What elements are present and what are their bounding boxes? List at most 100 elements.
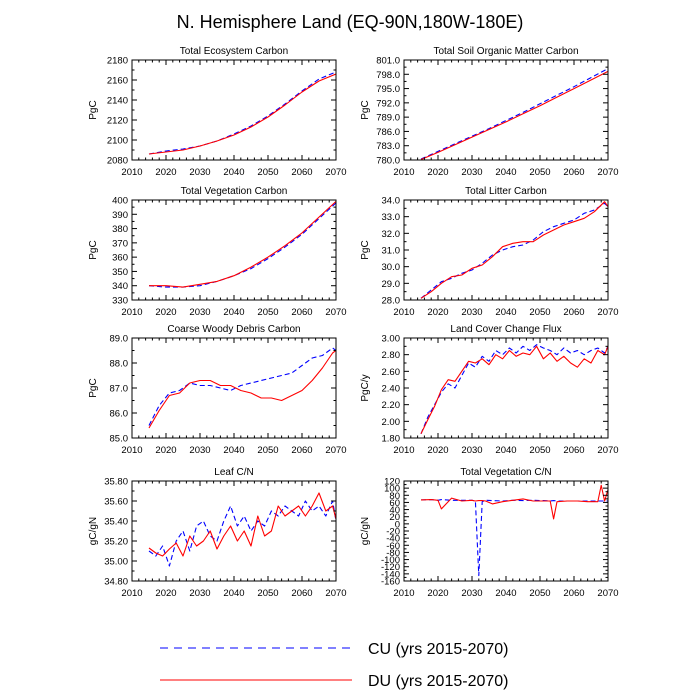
panel-title: Total Ecosystem Carbon [180,46,288,57]
x-tick-label: 2020 [427,588,448,599]
series-group [148,492,336,567]
x-tick-label: 2020 [155,588,176,599]
y-tick-label: 28.0 [382,296,401,307]
x-tick-label: 2070 [597,445,618,456]
y-tick-label: 100 [384,484,400,495]
y-tick-label: 400 [112,196,128,207]
y-tick-label: 380 [112,224,128,235]
x-tick-label: 2050 [257,588,278,599]
panel-title: Leaf C/N [214,467,253,478]
panel-total-soil-organic-matter-carbon: Total Soil Organic Matter Carbon 2010 2020… [360,46,619,178]
y-tick-label: 33.0 [382,212,401,223]
y-tick-label: 35.60 [104,497,128,508]
y-tick-label: 370 [112,238,128,249]
y-tick-label: 2.40 [382,384,401,395]
legend: CU (yrs 2015-2070) DU (yrs 2015-2070) [160,641,509,690]
y-tick-label: 35.00 [104,557,128,568]
plot-frame [403,199,609,301]
y-tick-label: 60 [389,498,400,509]
y-tick-label: 29.0 [382,279,401,290]
y-tick-label: 2.00 [382,417,401,428]
panel-title: Total Litter Carbon [465,186,547,197]
x-tick-label: 2070 [597,307,618,318]
x-tick-label: 2010 [393,445,414,456]
y-tick-label: 20 [389,512,400,523]
x-tick-label: 2060 [563,445,584,456]
y-tick-label: -160 [381,577,400,588]
y-tick-label: 85.0 [110,434,129,445]
x-tick-label: 2010 [121,445,142,456]
y-tick-label: 390 [112,210,128,221]
plot-frame [403,480,609,582]
series-group [420,68,608,160]
panel-title: Coarse Woody Debris Carbon [167,324,300,335]
x-tick-label: 2060 [291,307,312,318]
plot-frame [131,59,337,161]
series-line-du [420,345,608,435]
x-tick-label: 2070 [597,167,618,178]
plot-frame [131,199,337,301]
main-title: N. Hemisphere Land (EQ-90N,180W-180E) [177,12,524,32]
panel-title: Total Vegetation C/N [460,467,551,478]
x-tick-label: 2030 [461,588,482,599]
series-group [420,201,608,299]
x-tick-label: 2050 [257,307,278,318]
y-tick-label: 3.00 [382,334,401,345]
x-tick-label: 2020 [155,167,176,178]
y-tick-label: 1.80 [382,434,401,445]
y-axis-label: gC/gN [88,517,99,545]
y-tick-label: 0 [395,519,400,530]
panel-total-litter-carbon: Total Litter Carbon 2010 2020 2030 2040 2050 2… [360,186,619,318]
x-tick-label: 2040 [223,307,244,318]
y-tick-label: 798.0 [376,70,400,81]
y-tick-label: 2.60 [382,367,401,378]
y-tick-label: 88.0 [110,359,129,370]
x-tick-label: 2050 [529,588,550,599]
plot-frame [403,59,609,161]
x-tick-label: 2060 [563,167,584,178]
y-tick-label: 80 [389,491,400,502]
y-axis-label: gC/gN [360,517,371,545]
x-tick-label: 2010 [393,167,414,178]
x-tick-label: 2060 [291,167,312,178]
series-line-cu [148,71,336,155]
x-tick-label: 2030 [461,167,482,178]
x-tick-label: 2020 [155,307,176,318]
y-tick-label: 795.0 [376,84,400,95]
panel-title: Total Soil Organic Matter Carbon [433,46,578,57]
y-tick-label: -120 [381,562,400,573]
y-tick-label: -80 [386,548,400,559]
x-tick-label: 2010 [393,588,414,599]
y-tick-label: 31.0 [382,246,401,257]
panel-total-ecosystem-carbon: Total Ecosystem Carbon 2010 2020 2030 2040 20… [88,46,347,178]
x-tick-label: 2070 [325,445,346,456]
x-tick-label: 2040 [223,167,244,178]
x-tick-label: 2030 [189,445,210,456]
series-group [148,347,336,429]
x-tick-label: 2050 [529,445,550,456]
x-tick-label: 2010 [121,588,142,599]
x-tick-label: 2010 [393,307,414,318]
series-line-du [420,201,608,299]
y-tick-label: 330 [112,296,128,307]
y-tick-label: 35.40 [104,517,128,528]
x-tick-label: 2060 [291,445,312,456]
y-tick-label: 2.80 [382,350,401,361]
y-axis-label: PgC [88,240,99,259]
x-tick-label: 2020 [427,307,448,318]
x-tick-label: 2040 [223,588,244,599]
x-tick-label: 2060 [563,307,584,318]
plot-frame [131,337,337,439]
panels: Total Ecosystem Carbon 2010 2020 2030 2040 20… [88,46,619,599]
x-tick-label: 2020 [155,445,176,456]
y-tick-label: 120 [384,477,400,488]
panel-total-vegetation-carbon: Total Vegetation Carbon 2010 2020 2030 2040 2… [88,186,347,318]
x-tick-label: 2060 [563,588,584,599]
series-line-cu [420,344,608,435]
y-tick-label: 2100 [107,136,128,147]
x-tick-label: 2020 [427,167,448,178]
series-line-du [148,350,336,429]
y-tick-label: 40 [389,505,400,516]
x-tick-label: 2010 [121,167,142,178]
